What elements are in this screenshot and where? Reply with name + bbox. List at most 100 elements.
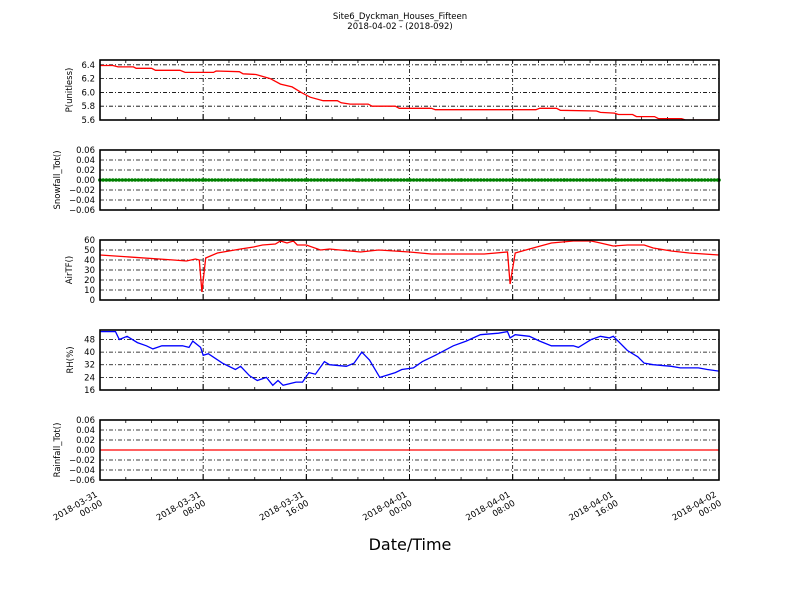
data-point (155, 178, 160, 182)
subplot-1: 6.4 6.2 6.0 5.8 5.6 P(unitless) (65, 59, 720, 126)
data-point (555, 178, 560, 182)
data-point (133, 178, 137, 182)
data-point (376, 178, 381, 182)
data-point (565, 178, 569, 182)
x-tick-label: 2018-04-0200:00 (671, 490, 724, 532)
data-point (178, 178, 182, 182)
subplot-2: 0.060.040.020.00−0.02−0.04−0.06 Snowfall_… (53, 146, 721, 216)
data-point (648, 178, 653, 182)
y-tick-label: 16 (84, 386, 95, 396)
data-point (706, 178, 710, 182)
data-point (191, 178, 195, 182)
data-point (575, 178, 579, 182)
y-tick-label: 0.04 (76, 156, 95, 166)
data-point (431, 178, 435, 182)
data-point (434, 178, 438, 182)
data-point (389, 178, 394, 182)
y-tick-label: 32 (84, 361, 95, 371)
y-tick-label: 0.04 (76, 426, 95, 436)
data-point (456, 178, 461, 182)
data-point (127, 178, 131, 182)
data-point (287, 178, 291, 182)
data-point (680, 178, 685, 182)
data-point (304, 178, 309, 182)
data-point (527, 178, 531, 182)
x-tick-label: 2018-03-3100:00 (52, 490, 105, 532)
data-point (623, 178, 627, 182)
y-tick-label: 6.4 (81, 61, 95, 71)
data-point (328, 178, 333, 182)
data-point (107, 178, 112, 182)
data-point (312, 178, 317, 182)
data-point (645, 178, 649, 182)
data-point (229, 178, 233, 182)
data-point (485, 178, 490, 182)
data-point (261, 178, 266, 182)
data-point (271, 178, 275, 182)
data-point (696, 178, 701, 182)
data-point (197, 178, 201, 182)
data-point (146, 178, 150, 182)
data-point (159, 178, 163, 182)
data-point (219, 178, 224, 182)
data-point (149, 178, 154, 182)
data-point (152, 178, 157, 182)
data-point (597, 178, 601, 182)
data-point (539, 178, 544, 182)
data-point (290, 178, 294, 182)
data-point (143, 178, 147, 182)
data-point (117, 178, 121, 182)
data-point (699, 178, 704, 182)
data-point (101, 178, 105, 182)
data-point (194, 178, 198, 182)
y-tick-label: −0.04 (69, 466, 95, 476)
data-point (165, 178, 169, 182)
data-point (517, 178, 521, 182)
data-point (466, 178, 470, 182)
data-point (210, 178, 214, 182)
data-point (546, 178, 550, 182)
data-point (559, 178, 563, 182)
data-point (632, 178, 637, 182)
data-point (687, 178, 691, 182)
y-axis-label: RH(%) (66, 346, 76, 373)
subplot-5: 0.060.040.020.00−0.02−0.04−0.06 Rainfall_… (53, 416, 720, 486)
data-point (162, 178, 166, 182)
data-point (651, 178, 656, 182)
data-point (216, 178, 221, 182)
data-point (626, 178, 630, 182)
data-point (187, 178, 192, 182)
y-tick-label: 20 (84, 276, 95, 286)
data-point (619, 178, 624, 182)
data-point (571, 178, 576, 182)
data-point (379, 178, 384, 182)
data-point (578, 178, 582, 182)
data-point (536, 178, 541, 182)
data-point (245, 178, 249, 182)
data-point (331, 178, 336, 182)
data-point (344, 178, 349, 182)
data-point (296, 178, 301, 182)
data-point (665, 178, 670, 182)
y-tick-label: 0.00 (76, 446, 95, 456)
data-point (507, 178, 512, 182)
data-point (607, 178, 611, 182)
y-tick-label: 24 (84, 373, 95, 383)
y-tick-label: 5.6 (81, 116, 95, 126)
data-point (242, 178, 246, 182)
y-tick-label: 6.0 (81, 88, 95, 98)
data-point (639, 178, 643, 182)
data-point (635, 178, 640, 182)
data-point (562, 178, 567, 182)
data-point (549, 178, 553, 182)
y-axis-label: P(unitless) (65, 68, 75, 113)
data-point (258, 178, 262, 182)
data-point (201, 178, 205, 182)
data-point (184, 178, 189, 182)
x-tick-label: 2018-03-3116:00 (258, 490, 311, 532)
data-point (181, 178, 185, 182)
data-point (325, 178, 330, 182)
data-point (319, 178, 323, 182)
data-point (252, 178, 257, 182)
